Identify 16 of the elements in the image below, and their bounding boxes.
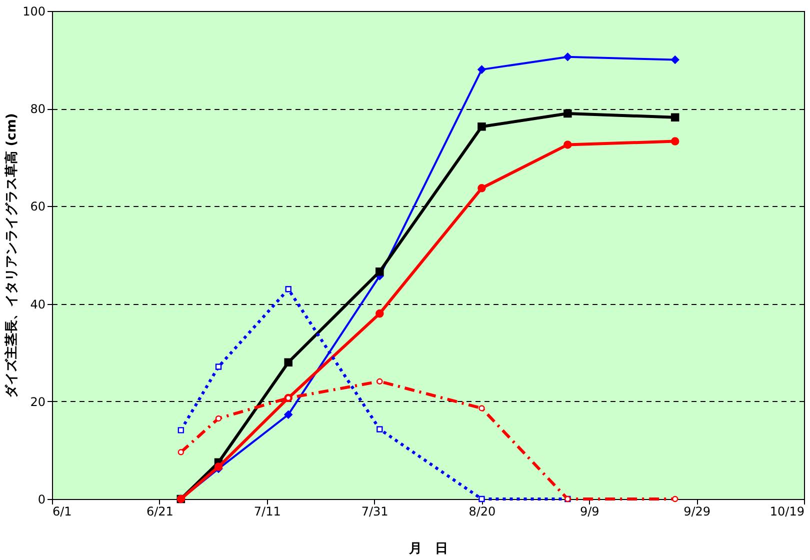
x-tick-label: 6/21	[146, 504, 174, 518]
y-tick-label: 60	[30, 200, 46, 214]
x-tick-label: 7/11	[254, 504, 281, 518]
y-tick-label: 80	[30, 102, 46, 116]
x-tick-label: 9/29	[684, 504, 711, 518]
x-tick-label: 8/20	[468, 504, 496, 518]
y-tick-label: 40	[30, 297, 46, 312]
y-axis-title: ダイズ主茎長、イタリアンライグラス草高 (cm)	[4, 113, 20, 398]
x-axis-title: 月 日	[408, 542, 448, 556]
y-tick-label: 0	[38, 492, 46, 506]
x-tick-label: 10/19	[770, 504, 804, 518]
x-tick-label: 6/1	[52, 504, 72, 518]
y-tick-label: 20	[30, 394, 46, 409]
x-tick-label: 9/9	[580, 504, 600, 518]
x-tick-label: 7/31	[361, 504, 388, 518]
y-tick-label: 100	[22, 4, 46, 18]
